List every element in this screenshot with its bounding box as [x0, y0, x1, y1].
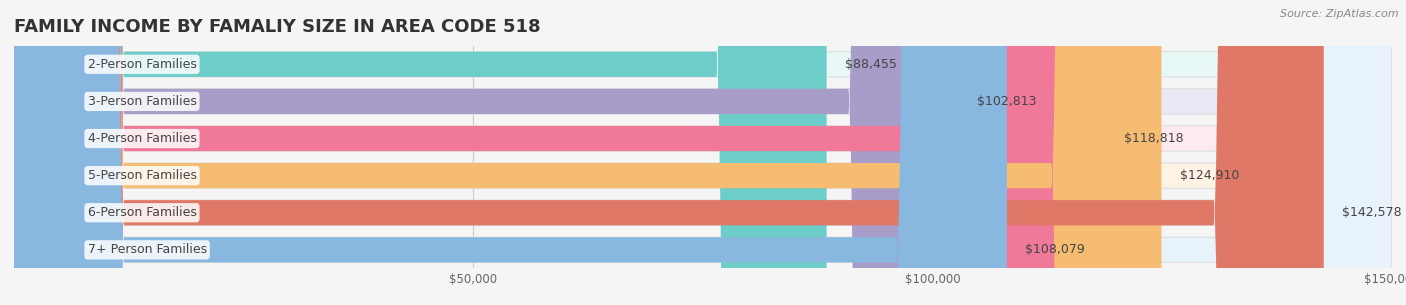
FancyBboxPatch shape — [14, 0, 827, 305]
Text: $124,910: $124,910 — [1180, 169, 1239, 182]
Text: 2-Person Families: 2-Person Families — [87, 58, 197, 71]
Text: Source: ZipAtlas.com: Source: ZipAtlas.com — [1281, 9, 1399, 19]
Text: $142,578: $142,578 — [1343, 206, 1402, 219]
FancyBboxPatch shape — [14, 0, 959, 305]
FancyBboxPatch shape — [14, 0, 1392, 305]
Text: FAMILY INCOME BY FAMALIY SIZE IN AREA CODE 518: FAMILY INCOME BY FAMALIY SIZE IN AREA CO… — [14, 18, 541, 36]
Text: 6-Person Families: 6-Person Families — [87, 206, 197, 219]
FancyBboxPatch shape — [14, 0, 1392, 305]
FancyBboxPatch shape — [14, 0, 1007, 305]
FancyBboxPatch shape — [14, 0, 1392, 305]
Text: 4-Person Families: 4-Person Families — [87, 132, 197, 145]
FancyBboxPatch shape — [14, 0, 1392, 305]
FancyBboxPatch shape — [14, 0, 1324, 305]
Text: $108,079: $108,079 — [1025, 243, 1085, 256]
Text: $102,813: $102,813 — [977, 95, 1036, 108]
FancyBboxPatch shape — [14, 0, 1392, 305]
Text: 3-Person Families: 3-Person Families — [87, 95, 197, 108]
FancyBboxPatch shape — [14, 0, 1105, 305]
FancyBboxPatch shape — [14, 0, 1392, 305]
Text: 7+ Person Families: 7+ Person Families — [87, 243, 207, 256]
FancyBboxPatch shape — [14, 0, 1161, 305]
Text: $88,455: $88,455 — [845, 58, 897, 71]
Text: 5-Person Families: 5-Person Families — [87, 169, 197, 182]
Text: $118,818: $118,818 — [1123, 132, 1184, 145]
